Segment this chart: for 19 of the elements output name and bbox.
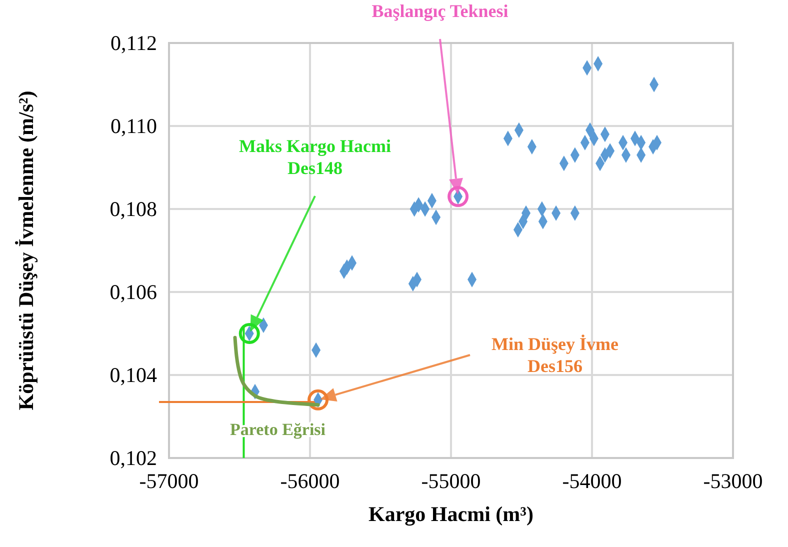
x-tick-label: -56000 xyxy=(280,469,340,493)
point xyxy=(448,186,469,208)
annotation: Maks Kargo Hacmi Des148 xyxy=(239,136,391,178)
y-tick-label: 0,110 xyxy=(110,114,157,138)
y-tick-label: 0,106 xyxy=(110,280,157,304)
x-tick-label: -57000 xyxy=(139,469,199,493)
x-axis-title: Kargo Hacmi (m³) xyxy=(368,502,534,526)
x-tick-label: -53000 xyxy=(703,469,763,493)
x-tick-label: -54000 xyxy=(562,469,622,493)
y-tick-label: 0,108 xyxy=(110,197,157,221)
text: Başlangıç Teknesi xyxy=(372,1,508,21)
annotation: Min Düşey İvme Des156 xyxy=(492,334,619,376)
y-axis-title: Köprüüstü Düşey İvmelenme (m/s²) xyxy=(14,90,38,410)
x-tick-label: -55000 xyxy=(421,469,481,493)
point xyxy=(308,389,329,410)
y-tick-label: 0,102 xyxy=(110,446,157,470)
point xyxy=(238,323,260,344)
y-tick-label: 0,112 xyxy=(110,31,157,55)
y-tick-label: 0,104 xyxy=(110,363,158,387)
